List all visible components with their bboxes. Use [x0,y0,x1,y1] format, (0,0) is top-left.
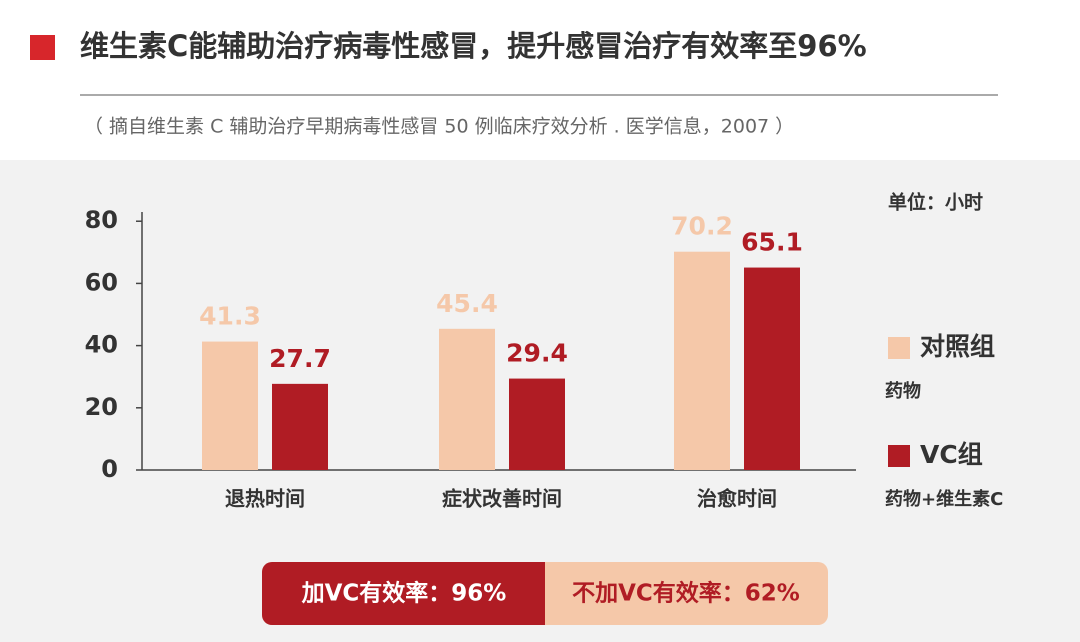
bar [439,328,495,470]
bar [674,251,730,470]
y-tick-label: 0 [101,455,118,483]
value-label: 65.1 [741,228,803,257]
summary-box-left [262,562,545,625]
bar [272,383,328,470]
x-tick-label: 治愈时间 [697,487,777,511]
value-label: 45.4 [436,289,498,318]
legend-swatch [888,337,910,359]
value-label: 41.3 [199,302,261,331]
legend-description: 药物+维生素C [885,488,1003,510]
legend-label: 对照组 [920,332,995,361]
value-label: 27.7 [269,344,331,373]
y-tick-label: 20 [85,393,118,421]
y-tick-label: 40 [85,331,118,359]
subtitle: （ 摘自维生素 C 辅助治疗早期病毒性感冒 50 例临床疗效分析 . 医学信息，… [84,116,794,138]
x-tick-label: 症状改善时间 [442,487,562,511]
value-label: 70.2 [671,212,733,241]
summary-text: 加VC有效率：96% [301,580,507,607]
summary-text: 不加VC有效率：62% [572,580,800,607]
bar [202,341,258,470]
x-tick-label: 退热时间 [225,487,305,511]
value-label: 29.4 [506,339,568,368]
legend-description: 药物 [885,380,921,402]
legend-swatch [888,445,910,467]
bar [509,378,565,470]
y-tick-label: 80 [85,206,118,234]
chart-title: 维生素C能辅助治疗病毒性感冒，提升感冒治疗有效率至96% [80,29,867,63]
bar [744,267,800,470]
unit-label: 单位：小时 [888,191,983,214]
y-tick-label: 60 [85,268,118,296]
legend-label: VC组 [920,440,983,469]
title-marker [30,35,55,60]
